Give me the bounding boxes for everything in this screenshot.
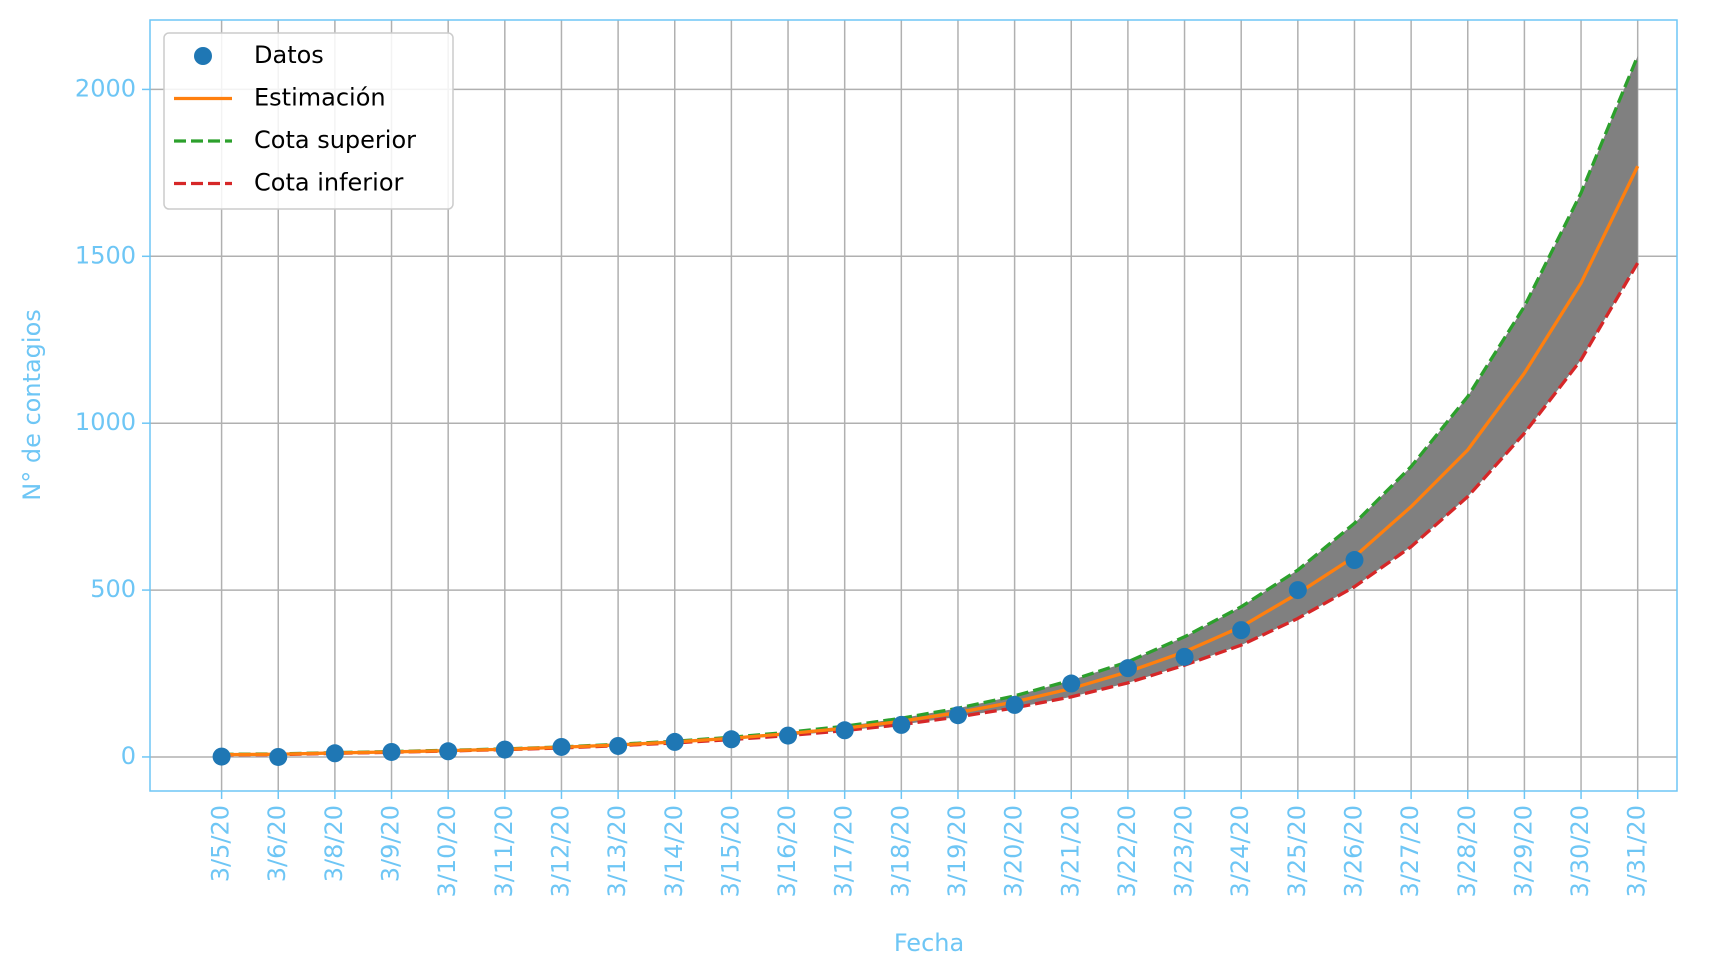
x-tick-label: 3/30/20 bbox=[1566, 805, 1594, 898]
x-tick-label: 3/20/20 bbox=[1000, 805, 1028, 898]
x-tick-label: 3/11/20 bbox=[490, 805, 518, 898]
data-point bbox=[552, 737, 571, 756]
data-point bbox=[722, 730, 741, 749]
x-tick-label: 3/16/20 bbox=[773, 805, 801, 898]
y-tick-label: 1500 bbox=[75, 241, 136, 269]
data-point bbox=[1118, 659, 1137, 678]
data-point bbox=[835, 721, 854, 740]
data-point bbox=[609, 736, 628, 755]
plot-frame bbox=[149, 19, 1678, 792]
data-point bbox=[212, 747, 231, 766]
data-point bbox=[779, 726, 798, 745]
x-tick-label: 3/19/20 bbox=[943, 805, 971, 898]
data-point bbox=[1005, 695, 1024, 714]
x-tick-label: 3/17/20 bbox=[830, 805, 858, 898]
legend-box bbox=[163, 32, 454, 210]
legend-label: Cota inferior bbox=[254, 169, 404, 197]
x-tick-label: 3/10/20 bbox=[433, 805, 461, 898]
legend-marker bbox=[194, 47, 212, 65]
legend: Datos Estimación Cota superior Cota inferio… bbox=[163, 32, 454, 210]
data-point bbox=[665, 732, 684, 751]
y-axis-label: N° de contagios bbox=[18, 309, 46, 501]
data-point bbox=[1232, 621, 1251, 640]
data-point bbox=[1062, 674, 1081, 693]
x-tick-label: 3/15/20 bbox=[716, 805, 744, 898]
x-tick-label: 3/14/20 bbox=[660, 805, 688, 898]
data-point bbox=[269, 747, 288, 766]
x-tick-label: 3/12/20 bbox=[546, 805, 574, 898]
x-tick-label: 3/25/20 bbox=[1283, 805, 1311, 898]
data-point bbox=[325, 744, 344, 763]
data-point bbox=[439, 742, 458, 761]
y-tick-label: 500 bbox=[90, 575, 136, 603]
data-point bbox=[1345, 551, 1364, 570]
x-tick-label: 3/23/20 bbox=[1170, 805, 1198, 898]
x-tick-label: 3/29/20 bbox=[1509, 805, 1537, 898]
series-line bbox=[221, 165, 1640, 757]
x-tick-label: 3/28/20 bbox=[1453, 805, 1481, 898]
data-point bbox=[382, 742, 401, 761]
y-tick-label: 1000 bbox=[75, 408, 136, 436]
x-axis-label: Fecha bbox=[894, 929, 964, 957]
data-point bbox=[1288, 581, 1307, 600]
data-point bbox=[495, 740, 514, 759]
x-tick-label: 3/5/20 bbox=[207, 805, 235, 882]
data-point bbox=[892, 715, 911, 734]
legend-label: Cota superior bbox=[254, 126, 416, 154]
x-tick-label: 3/26/20 bbox=[1339, 805, 1367, 898]
legend-label: Datos bbox=[254, 41, 324, 69]
x-tick-label: 3/27/20 bbox=[1396, 805, 1424, 898]
x-tick-label: 3/6/20 bbox=[263, 805, 291, 882]
x-tick-label: 3/21/20 bbox=[1056, 805, 1084, 898]
x-tick-label: 3/24/20 bbox=[1226, 805, 1254, 898]
data-point bbox=[1175, 647, 1194, 666]
x-tick-label: 3/13/20 bbox=[603, 805, 631, 898]
x-tick-label: 3/31/20 bbox=[1623, 805, 1651, 898]
y-tick-label: 2000 bbox=[75, 74, 136, 102]
series-line bbox=[221, 262, 1640, 757]
x-tick-label: 3/8/20 bbox=[320, 805, 348, 882]
data-point bbox=[948, 706, 967, 725]
x-tick-label: 3/22/20 bbox=[1113, 805, 1141, 898]
y-tick-label: 0 bbox=[121, 742, 136, 770]
x-tick-label: 3/9/20 bbox=[377, 805, 405, 882]
series-line bbox=[221, 55, 1640, 756]
x-tick-label: 3/18/20 bbox=[886, 805, 914, 898]
legend-label: Estimación bbox=[254, 84, 386, 112]
